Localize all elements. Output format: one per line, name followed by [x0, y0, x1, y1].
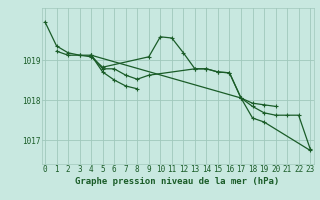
- X-axis label: Graphe pression niveau de la mer (hPa): Graphe pression niveau de la mer (hPa): [76, 177, 280, 186]
